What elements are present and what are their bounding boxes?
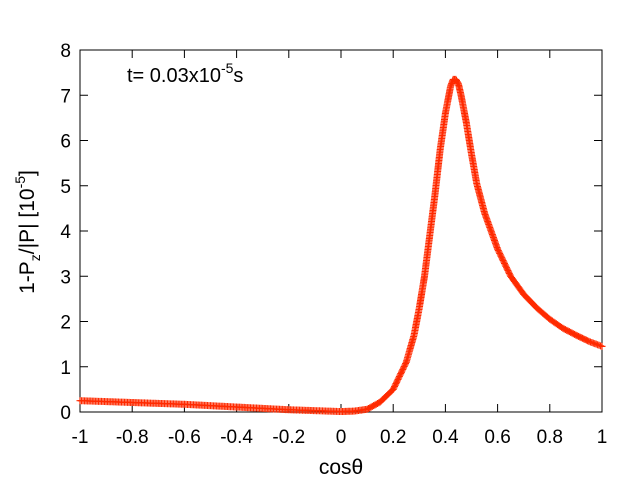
y-tick-label: 0 <box>60 403 71 424</box>
y-axis-label-rest: /|P| [10 <box>16 188 39 254</box>
x-tick-label: 0 <box>336 427 347 448</box>
x-tick-label: 0.8 <box>537 427 563 448</box>
data-point <box>598 342 606 350</box>
y-tick-label: 4 <box>60 222 71 243</box>
time-annotation-prefix: t= 0.03x10 <box>127 65 221 87</box>
x-tick-label: -1 <box>72 427 89 448</box>
plot-frame <box>79 49 603 413</box>
y-tick-label: 3 <box>60 267 71 288</box>
data-point <box>402 360 410 368</box>
y-tick-label: 1 <box>60 358 71 379</box>
x-tick-label: -0.6 <box>168 427 201 448</box>
time-annotation: t= 0.03x10-5s <box>127 60 243 87</box>
x-tick-label: 0.6 <box>484 427 510 448</box>
x-tick-label: -0.4 <box>220 427 253 448</box>
data-points <box>76 75 606 416</box>
y-axis-label-sup: -5 <box>12 176 28 189</box>
y-axis-label-main: 1-P <box>16 261 39 294</box>
x-tick-label: 0.4 <box>432 427 459 448</box>
y-axis-label: 1-Pz/|P| [10-5] <box>12 170 43 294</box>
y-axis-label-sub: z <box>27 254 43 261</box>
x-tick-label: 0.2 <box>380 427 406 448</box>
x-tick-label: 1 <box>597 427 608 448</box>
axis-ticks <box>79 49 603 413</box>
y-axis-label-end: ] <box>16 170 39 176</box>
time-annotation-suffix: s <box>233 65 243 87</box>
y-tick-label: 2 <box>60 313 71 334</box>
x-tick-label: -0.8 <box>116 427 149 448</box>
y-tick-label: 7 <box>60 86 71 107</box>
x-axis-label: cosθ <box>319 456 363 479</box>
y-tick-label: 8 <box>60 41 71 62</box>
x-tick-label: -0.2 <box>272 427 305 448</box>
y-tick-label: 6 <box>60 132 71 153</box>
tick-labels: -1 -0.8 -0.6 -0.4 -0.2 0 0.2 0.4 0.6 0.8 1 0 1 2 3 4 5 6 7… <box>60 41 607 448</box>
time-annotation-sup: -5 <box>221 60 234 76</box>
y-tick-label: 5 <box>60 177 71 198</box>
